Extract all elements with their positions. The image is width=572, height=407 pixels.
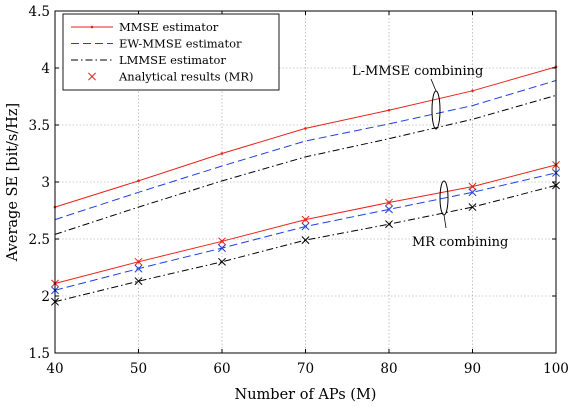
marker-stroke	[385, 198, 393, 207]
marker-stroke	[468, 188, 477, 197]
legend-label: LMMSE estimator	[119, 53, 226, 67]
marker-stroke	[385, 220, 393, 229]
series-point	[471, 89, 474, 93]
legend-swatch-dot	[90, 25, 94, 29]
analytical-x-marker	[301, 215, 310, 224]
analytical-x-marker	[385, 205, 393, 214]
analytical-x-marker	[134, 277, 143, 286]
analytical-x-marker	[134, 257, 143, 266]
l-mmse-pointer-line	[430, 78, 437, 92]
y-tick-label: 3.5	[29, 118, 50, 134]
analytical-x-marker	[468, 203, 477, 212]
series-point	[387, 108, 391, 112]
x-tick-label: 100	[543, 361, 569, 377]
analytical-x-marker	[468, 182, 477, 191]
axis-ticks: 40 50 60 70 80 90 100 1.5 2 2.5 3 3.5 4 4.5	[29, 4, 569, 377]
marker-stroke	[134, 264, 143, 273]
y-tick-label: 3	[41, 175, 50, 191]
mr-combining-label: MR combining	[412, 235, 508, 250]
y-tick-label: 2	[41, 289, 50, 305]
y-tick-label: 4	[41, 61, 50, 77]
x-tick-label: 70	[297, 361, 314, 377]
marker-stroke	[301, 215, 310, 224]
l-mmse-combining-label: L-MMSE combining	[352, 64, 483, 79]
analytical-x-marker	[218, 257, 226, 266]
analytical-x-marker	[385, 198, 393, 207]
analytical-x-marker	[301, 222, 310, 231]
legend-label: EW-MMSE estimator	[119, 37, 242, 51]
legend-label: MMSE estimator	[119, 20, 219, 34]
marker-stroke	[218, 257, 226, 266]
analytical-x-marker	[134, 264, 143, 273]
series-point	[304, 127, 307, 130]
x-tick-label: 50	[130, 361, 147, 377]
analytical-markers	[51, 160, 560, 306]
y-tick-label: 1.5	[29, 346, 50, 362]
marker-stroke	[134, 257, 143, 266]
marker-stroke	[134, 277, 143, 286]
marker-stroke	[218, 237, 226, 246]
y-tick-label: 4.5	[29, 4, 50, 20]
legend: MMSE estimator EW-MMSE estimator LMMSE est…	[62, 13, 280, 91]
marker-stroke	[301, 222, 310, 231]
x-tick-label: 90	[464, 361, 481, 377]
series-line	[54, 80, 557, 221]
y-tick-label: 2.5	[29, 232, 50, 248]
x-axis-label: Number of APs (M)	[235, 387, 377, 403]
series-line	[54, 94, 557, 235]
mr-pointer-line	[443, 214, 447, 229]
legend-label: Analytical results (MR)	[118, 70, 254, 84]
marker-stroke	[468, 203, 477, 212]
x-tick-label: 80	[380, 361, 397, 377]
analytical-x-marker	[218, 244, 226, 253]
marker-stroke	[301, 236, 310, 245]
marker-stroke	[218, 244, 226, 253]
x-tick-label: 40	[46, 361, 63, 377]
marker-stroke	[385, 205, 393, 214]
marker-stroke	[468, 182, 477, 191]
analytical-x-marker	[218, 237, 226, 246]
analytical-x-marker	[301, 236, 310, 245]
series-point	[137, 179, 140, 183]
annotations: L-MMSE combining MR combining	[352, 64, 508, 250]
legend-swatch-x	[88, 72, 96, 81]
series-point	[220, 152, 224, 155]
analytical-x-marker	[468, 188, 477, 197]
y-axis-label: Average SE [bit/s/Hz]	[5, 103, 21, 262]
x-tick-label: 60	[213, 361, 230, 377]
analytical-x-marker	[385, 220, 393, 229]
